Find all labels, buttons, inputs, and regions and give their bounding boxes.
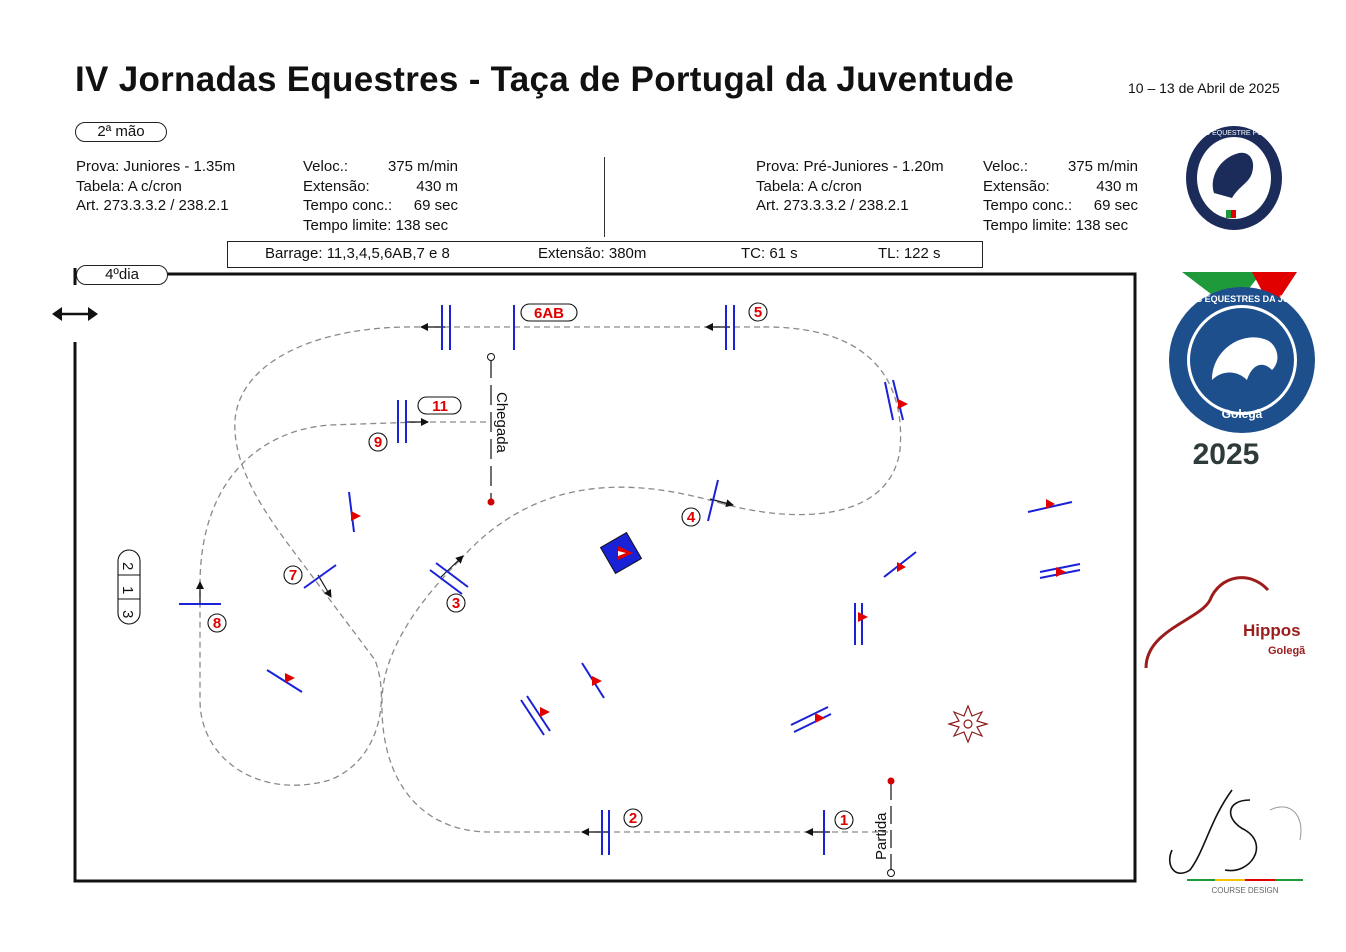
arena-border bbox=[73, 272, 1137, 883]
left-class-times: Veloc.: 375 m/min Extensão: 430 m Tempo co… bbox=[303, 157, 458, 235]
obstacle-label-5: 5 bbox=[748, 302, 768, 322]
svg-text:1: 1 bbox=[119, 586, 136, 594]
obstacle-label-6ab: 6AB bbox=[520, 303, 578, 322]
right-veloc-value: 375 m/min bbox=[1067, 158, 1138, 175]
obstacle-label-3: 3 bbox=[446, 593, 466, 613]
svg-text:6AB: 6AB bbox=[534, 305, 564, 322]
left-veloc-label: Veloc.: bbox=[303, 158, 349, 175]
hippos-logo: Hippos Golegã bbox=[1144, 576, 1306, 669]
flag-markers bbox=[285, 399, 1066, 723]
designer-caption: COURSE DESIGN bbox=[1211, 886, 1278, 895]
right-tl: Tempo limite: 138 sec bbox=[983, 216, 1129, 234]
obstacle-label-7: 7 bbox=[283, 565, 303, 585]
right-class-info: Prova: Pré-Juniores - 1.20m Tabela: A c/… bbox=[756, 157, 944, 216]
right-ext-value: 430 m bbox=[1096, 177, 1138, 195]
right-ext-label: Extensão: bbox=[983, 177, 1050, 195]
barrage-tc: TC: 61 s bbox=[741, 245, 798, 262]
event-dates: 10 – 13 de Abril de 2025 bbox=[1128, 80, 1280, 96]
hippos-name: Hippos bbox=[1243, 621, 1301, 640]
svg-text:3: 3 bbox=[452, 595, 460, 612]
flower-decoration-icon bbox=[946, 704, 990, 744]
obstacle-label-1: 1 bbox=[834, 810, 854, 830]
day-badge: 4ºdia bbox=[76, 265, 168, 285]
jornadas-logo: JORNADAS EQUESTRES DA JUVENTUDE Golegã 2… bbox=[1152, 272, 1333, 471]
obstacle-label-11: 11 bbox=[417, 396, 462, 415]
right-prova: Prova: Pré-Juniores - 1.20m bbox=[756, 158, 944, 175]
obstacle-labels: 1 2 3 4 5 6AB 7 8 9 11 bbox=[207, 302, 854, 830]
start-label: Partida bbox=[873, 812, 890, 860]
obstacle-label-4: 4 bbox=[681, 507, 701, 527]
svg-text:3: 3 bbox=[119, 610, 136, 618]
hippos-place: Golegã bbox=[1268, 645, 1306, 657]
right-art: Art. 273.3.3.2 / 238.2.1 bbox=[756, 197, 909, 214]
barrage-tl: TL: 122 s bbox=[878, 245, 941, 262]
fep-ring-text: FEDERAÇÃO EQUESTRE PORTUGUESA bbox=[1167, 128, 1302, 137]
svg-text:2: 2 bbox=[629, 810, 637, 827]
obstacle-label-9: 9 bbox=[368, 432, 388, 452]
right-tc-value: 69 sec bbox=[1093, 197, 1138, 214]
left-ext-value: 430 m bbox=[416, 177, 458, 195]
round-badge: 2ª mão bbox=[75, 122, 167, 142]
fence-3a bbox=[429, 569, 463, 595]
svg-text:8: 8 bbox=[213, 615, 221, 632]
left-tabela: Tabela: A c/cron bbox=[76, 177, 182, 195]
page-title: IV Jornadas Equestres - Taça de Portugal… bbox=[75, 60, 1015, 99]
fences bbox=[179, 305, 1081, 855]
course-designer-logo: COURSE DESIGN bbox=[1168, 789, 1303, 895]
jornadas-place: Golegã bbox=[1222, 407, 1263, 421]
jornadas-ring-text: JORNADAS EQUESTRES DA JUVENTUDE bbox=[1152, 294, 1333, 304]
svg-text:1: 1 bbox=[840, 812, 848, 829]
barrage-extension: Extensão: 380m bbox=[538, 245, 647, 262]
left-tl: Tempo limite: 138 sec bbox=[303, 216, 449, 234]
right-class-times: Veloc.: 375 m/min Extensão: 430 m Tempo co… bbox=[983, 157, 1138, 235]
right-tc-label: Tempo conc.: bbox=[983, 197, 1073, 214]
start-line bbox=[887, 777, 895, 877]
svg-text:7: 7 bbox=[289, 567, 297, 584]
fence-4 bbox=[707, 479, 719, 522]
water-tray-icon bbox=[599, 531, 643, 575]
svg-text:5: 5 bbox=[754, 304, 762, 321]
left-tc-value: 69 sec bbox=[413, 197, 458, 214]
barrage-route: Barrage: 11,3,4,5,6AB,7 e 8 bbox=[265, 245, 450, 262]
finish-label: Chegada bbox=[493, 392, 510, 454]
left-art: Art. 273.3.3.2 / 238.2.1 bbox=[76, 197, 229, 214]
right-tabela: Tabela: A c/cron bbox=[756, 177, 862, 195]
svg-text:4: 4 bbox=[687, 509, 696, 526]
double-arrow-icon bbox=[52, 307, 98, 321]
combination-213-label: 2 1 3 bbox=[117, 549, 141, 625]
barrage-box: Barrage: 11,3,4,5,6AB,7 e 8 Extensão: 38… bbox=[227, 241, 983, 268]
fep-logo: FEDERAÇÃO EQUESTRE PORTUGUESA bbox=[1167, 126, 1302, 230]
left-veloc-value: 375 m/min bbox=[387, 158, 458, 175]
right-veloc-label: Veloc.: bbox=[983, 158, 1029, 175]
svg-text:11: 11 bbox=[432, 398, 448, 415]
left-class-info: Prova: Juniores - 1.35m Tabela: A c/cron… bbox=[76, 157, 235, 216]
obstacle-label-2: 2 bbox=[623, 808, 643, 828]
left-tc-label: Tempo conc.: bbox=[303, 197, 393, 214]
jornadas-year: 2025 bbox=[1193, 438, 1260, 471]
svg-text:9: 9 bbox=[374, 434, 382, 451]
column-divider bbox=[604, 157, 605, 237]
left-ext-label: Extensão: bbox=[303, 177, 370, 195]
course-track bbox=[199, 326, 902, 833]
finish-line bbox=[487, 353, 495, 506]
obstacle-label-8: 8 bbox=[207, 613, 227, 633]
fence-7 bbox=[303, 564, 337, 589]
left-prova: Prova: Juniores - 1.35m bbox=[76, 158, 236, 175]
svg-text:2: 2 bbox=[119, 562, 136, 570]
